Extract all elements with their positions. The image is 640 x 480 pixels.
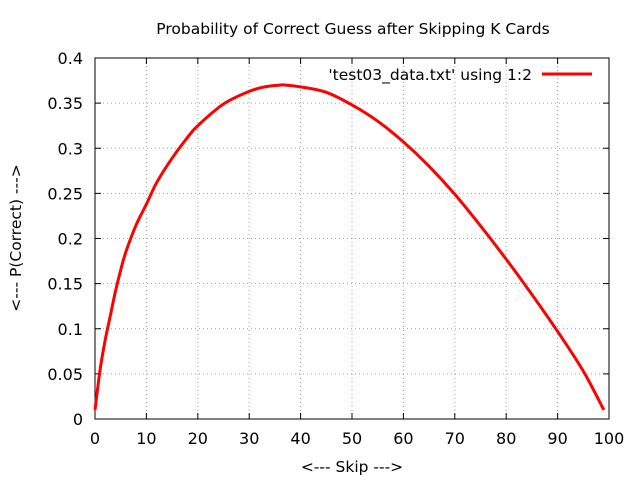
chart-title: Probability of Correct Guess after Skipp…: [156, 20, 549, 38]
legend: 'test03_data.txt' using 1:2: [328, 66, 592, 85]
axis-ticks: 0 10 20 30 40 50 60 70 80 90 100 0 0.05 0.1 0.15 0.2 0.2…: [47, 49, 624, 448]
y-tick-label: 0.15: [47, 275, 83, 294]
x-tick-label: 80: [496, 429, 516, 448]
series-layer: [93, 83, 606, 411]
y-tick-label: 0.25: [47, 184, 83, 203]
x-tick-label: 90: [547, 429, 567, 448]
x-tick-label: 40: [290, 429, 310, 448]
x-tick-label: 50: [342, 429, 362, 448]
x-tick-label: 0: [90, 429, 100, 448]
x-tick-label: 10: [136, 429, 156, 448]
y-tick-label: 0: [73, 410, 83, 429]
y-axis-label: <--- P(Correct) --->: [7, 164, 25, 311]
series-line: [93, 83, 606, 411]
legend-label: 'test03_data.txt' using 1:2: [328, 66, 532, 85]
grid: [95, 58, 609, 419]
x-tick-label: 100: [594, 429, 625, 448]
x-tick-label: 30: [239, 429, 259, 448]
y-tick-label: 0.35: [47, 94, 83, 113]
x-tick-label: 70: [445, 429, 465, 448]
x-tick-label: 20: [188, 429, 208, 448]
x-tick-label: 60: [393, 429, 413, 448]
x-axis-label: <--- Skip --->: [301, 458, 403, 476]
y-tick-label: 0.1: [58, 320, 83, 339]
y-tick-label: 0.2: [58, 230, 83, 249]
y-tick-label: 0.4: [58, 49, 83, 68]
y-tick-label: 0.05: [47, 365, 83, 384]
y-tick-label: 0.3: [58, 139, 83, 158]
